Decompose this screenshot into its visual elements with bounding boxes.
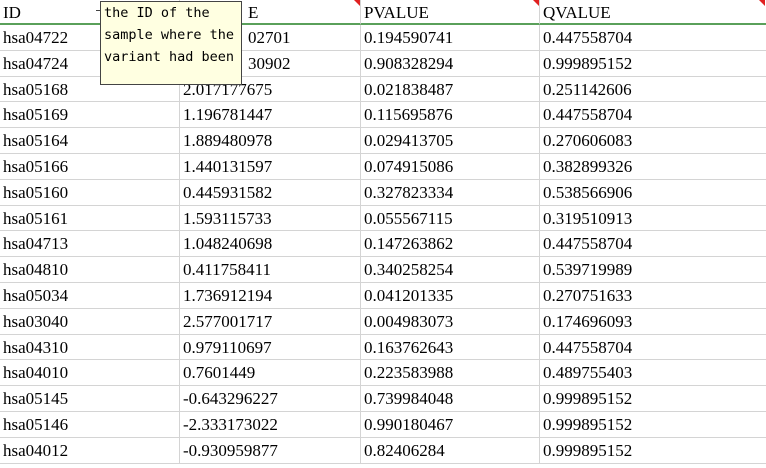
cell-qvalue[interactable]: 0.447558704 <box>540 102 766 129</box>
table-row: hsa04010 0.7601449 0.223583988 0.489755403 <box>0 360 766 387</box>
cell-id[interactable]: hsa05166 <box>0 153 180 180</box>
table-row: hsa04713 1.048240698 0.147263862 0.44755870… <box>0 231 766 258</box>
cell-pvalue[interactable]: 0.041201335 <box>361 282 540 309</box>
table-row: hsa05164 1.889480978 0.029413705 0.27060608… <box>0 128 766 154</box>
cell-qvalue[interactable]: 0.174696093 <box>540 309 766 335</box>
cell-qvalue[interactable]: 0.489755403 <box>540 360 766 387</box>
cell-qvalue[interactable]: 0.539719989 <box>540 257 766 283</box>
table-row: hsa05160 0.445931582 0.327823334 0.53856690… <box>0 179 766 206</box>
cell-id[interactable]: hsa05160 <box>0 179 180 206</box>
table-row: hsa05145 -0.643296227 0.739984048 0.9998951… <box>0 386 766 412</box>
cell-qvalue[interactable]: 0.999895152 <box>540 438 766 464</box>
cell-pvalue[interactable]: 0.074915086 <box>361 153 540 180</box>
comment-indicator-icon <box>533 0 539 6</box>
cell-qvalue[interactable]: 0.447558704 <box>540 335 766 361</box>
cell-id[interactable]: hsa05168 <box>0 76 180 103</box>
cell-qvalue[interactable]: 0.999895152 <box>540 51 766 77</box>
cell-pvalue[interactable]: 0.990180467 <box>361 411 540 438</box>
cell-e[interactable]: -0.643296227 <box>180 386 361 412</box>
cell-qvalue[interactable]: 0.999895152 <box>540 412 766 438</box>
cell-qvalue[interactable]: 0.319510913 <box>540 206 766 232</box>
cell-pvalue[interactable]: 0.908328294 <box>361 50 540 77</box>
cell-e[interactable]: -2.333173022 <box>180 411 361 438</box>
cell-id[interactable]: hsa04010 <box>0 360 180 387</box>
table-row: hsa05169 1.196781447 0.115695876 0.44755870… <box>0 102 766 129</box>
cell-pvalue[interactable]: 0.115695876 <box>361 102 540 129</box>
cell-qvalue[interactable]: 0.447558704 <box>540 25 766 51</box>
cell-pvalue[interactable]: 0.147263862 <box>361 231 540 258</box>
cell-e[interactable]: 1.440131597 <box>180 153 361 180</box>
cell-qvalue[interactable]: 0.538566906 <box>540 180 766 206</box>
table-row: hsa05166 1.440131597 0.074915086 0.38289932… <box>0 153 766 180</box>
header-cell-pvalue[interactable]: PVALUE <box>361 0 540 25</box>
cell-pvalue[interactable]: 0.223583988 <box>361 360 540 387</box>
cell-e[interactable]: 1.048240698 <box>180 231 361 258</box>
cell-pvalue[interactable]: 0.327823334 <box>361 179 540 206</box>
cell-e[interactable]: 02701 <box>180 25 361 51</box>
cell-id[interactable]: hsa05145 <box>0 386 180 412</box>
cell-e[interactable]: 0.979110697 <box>180 334 361 361</box>
cell-pvalue[interactable]: 0.004983073 <box>361 308 540 335</box>
cell-id[interactable]: hsa04012 <box>0 437 180 464</box>
cell-pvalue[interactable]: 0.739984048 <box>361 386 540 412</box>
cell-id[interactable]: hsa04310 <box>0 334 180 361</box>
cell-id[interactable]: hsa03040 <box>0 308 180 335</box>
cell-qvalue[interactable]: 0.251142606 <box>540 77 766 103</box>
cell-e[interactable]: 0.445931582 <box>180 179 361 206</box>
cell-qvalue[interactable]: 0.382899326 <box>540 154 766 180</box>
cell-pvalue[interactable]: 0.021838487 <box>361 76 540 103</box>
cell-e[interactable]: 0.7601449 <box>180 360 361 387</box>
cell-e[interactable]: 30902 <box>180 50 361 77</box>
cell-id[interactable]: hsa05034 <box>0 282 180 309</box>
table-row: hsa04722 02701 0.194590741 0.447558704 <box>0 25 766 51</box>
cell-e[interactable]: 1.736912194 <box>180 282 361 309</box>
comment-indicator-icon <box>354 0 360 6</box>
table-row: hsa04012 -0.930959877 0.82406284 0.99989515… <box>0 437 766 464</box>
cell-e[interactable]: -0.930959877 <box>180 437 361 464</box>
table-row: hsa05146 -2.333173022 0.990180467 0.9998951… <box>0 411 766 438</box>
table-row: hsa04810 0.411758411 0.340258254 0.53971998… <box>0 257 766 283</box>
cell-pvalue[interactable]: 0.055567115 <box>361 205 540 232</box>
cell-e[interactable]: 1.593115733 <box>180 205 361 232</box>
cell-e[interactable]: 1.889480978 <box>180 128 361 154</box>
cell-e[interactable]: 1.196781447 <box>180 102 361 129</box>
cell-e[interactable]: 2.577001717 <box>180 308 361 335</box>
comment-indicator-icon <box>759 0 765 6</box>
header-cell-qvalue[interactable]: QVALUE <box>540 0 766 25</box>
cell-id[interactable]: hsa04810 <box>0 257 180 283</box>
cell-pvalue[interactable]: 0.163762643 <box>361 334 540 361</box>
table-row: hsa05034 1.736912194 0.041201335 0.27075163… <box>0 282 766 309</box>
header-row: ID E PVALUE QVALUE <box>0 0 766 25</box>
cell-qvalue[interactable]: 0.270606083 <box>540 128 766 154</box>
cell-pvalue[interactable]: 0.194590741 <box>361 25 540 51</box>
table-row: hsa03040 2.577001717 0.004983073 0.17469609… <box>0 308 766 335</box>
cell-qvalue[interactable]: 0.447558704 <box>540 231 766 258</box>
cell-e[interactable]: 0.411758411 <box>180 257 361 283</box>
table-row: hsa05161 1.593115733 0.055567115 0.31951091… <box>0 205 766 232</box>
cell-id[interactable]: hsa05161 <box>0 205 180 232</box>
cell-id[interactable]: hsa05169 <box>0 102 180 129</box>
table-row: hsa04310 0.979110697 0.163762643 0.44755870… <box>0 334 766 361</box>
cell-qvalue[interactable]: 0.999895152 <box>540 386 766 412</box>
cell-qvalue[interactable]: 0.270751633 <box>540 283 766 309</box>
comment-connector <box>96 10 100 11</box>
cell-id[interactable]: hsa05164 <box>0 128 180 154</box>
cell-pvalue[interactable]: 0.82406284 <box>361 437 540 464</box>
table-row: hsa04724 30902 0.908328294 0.999895152 <box>0 50 766 77</box>
cell-comment-tooltip: the ID of the sample where the variant h… <box>100 1 242 85</box>
cell-id[interactable]: hsa05146 <box>0 411 180 438</box>
table-body: hsa04722 02701 0.194590741 0.447558704 hsa04… <box>0 25 766 464</box>
header-cell-e[interactable]: E <box>180 0 361 25</box>
cell-id[interactable]: hsa04713 <box>0 231 180 258</box>
cell-pvalue[interactable]: 0.029413705 <box>361 128 540 154</box>
cell-pvalue[interactable]: 0.340258254 <box>361 257 540 283</box>
